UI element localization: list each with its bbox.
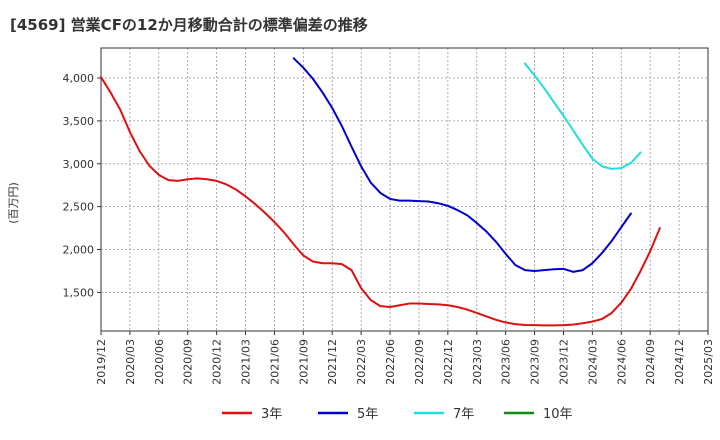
x-tick-label: 2023/06 xyxy=(500,339,513,385)
legend-label: 5年 xyxy=(357,407,378,422)
y-tick-label: 4,000 xyxy=(63,72,95,85)
x-tick-label: 2022/03 xyxy=(355,339,368,385)
legend: 3年 5年 7年 10年 xyxy=(222,407,573,422)
x-tick-label: 2020/12 xyxy=(211,339,224,385)
x-tick-label: 2020/03 xyxy=(124,339,137,385)
y-tick-label: 1,500 xyxy=(63,286,95,299)
x-tick-label: 2021/06 xyxy=(268,339,281,385)
series-line-5年 xyxy=(292,57,632,273)
y-tick-label: 2,500 xyxy=(63,201,95,214)
x-tick-label: 2023/03 xyxy=(471,339,484,385)
x-tick-label: 2024/09 xyxy=(644,339,657,385)
legend-label: 3年 xyxy=(261,407,282,422)
series-layer xyxy=(100,57,661,327)
grid xyxy=(100,48,709,331)
x-tick-label: 2024/12 xyxy=(673,339,686,385)
x-tick-label: 2022/12 xyxy=(442,339,455,385)
plot-frame xyxy=(100,47,709,332)
x-tick-label: 2025/03 xyxy=(702,339,715,385)
y-axis: 1,500 2,000 2,500 3,000 3,500 4,000 xyxy=(63,72,101,299)
series-line-7年 xyxy=(523,62,642,170)
y-tick-label: 3,000 xyxy=(63,158,95,171)
x-tick-label: 2020/06 xyxy=(153,339,166,385)
x-tick-label: 2021/12 xyxy=(326,339,339,385)
x-tick-label: 2019/12 xyxy=(95,339,108,385)
x-tick-label: 2020/09 xyxy=(182,339,195,385)
x-tick-label: 2024/03 xyxy=(586,339,599,385)
x-tick-label: 2023/12 xyxy=(557,339,570,385)
x-tick-label: 2023/09 xyxy=(529,339,542,385)
chart-title: [4569] 営業CFの12か月移動合計の標準偏差の推移 xyxy=(10,16,368,34)
x-tick-label: 2022/06 xyxy=(384,339,397,385)
x-tick-label: 2021/03 xyxy=(240,339,253,385)
series-line-3年 xyxy=(100,76,661,327)
x-tick-label: 2021/09 xyxy=(297,339,310,385)
x-tick-label: 2024/06 xyxy=(615,339,628,385)
y-axis-label: (百万円) xyxy=(7,182,20,224)
x-axis: 2019/12 2020/03 2020/06 2020/09 2020/12 2021/… xyxy=(95,331,715,385)
y-tick-label: 3,500 xyxy=(63,115,95,128)
y-tick-label: 2,000 xyxy=(63,244,95,257)
legend-label: 7年 xyxy=(453,407,474,422)
legend-label: 10年 xyxy=(543,407,573,422)
x-tick-label: 2022/09 xyxy=(413,339,426,385)
